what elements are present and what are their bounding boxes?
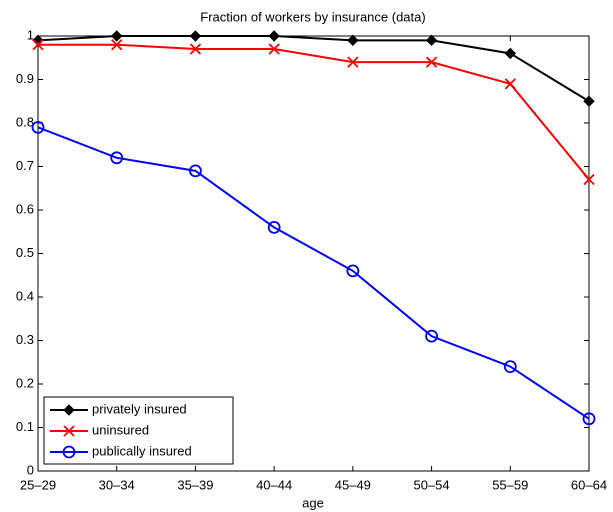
data-point: [32, 39, 44, 51]
legend-marker: [63, 425, 75, 437]
series-line: [37, 35, 590, 103]
legend-label: uninsured: [92, 422, 149, 437]
y-tick-label: 0.8: [16, 114, 34, 129]
y-tick-label: 0.5: [16, 245, 34, 260]
data-point: [425, 56, 438, 68]
data-point: [189, 43, 202, 55]
data-point: [189, 164, 202, 178]
x-tick-label: 45–49: [335, 477, 371, 492]
series-line: [38, 43, 590, 181]
x-axis-label: age: [302, 495, 324, 510]
data-point: [503, 360, 517, 374]
x-tick-label: 50–54: [413, 477, 449, 492]
y-tick-label: 0.6: [16, 201, 34, 216]
y-tick-label: 0: [27, 462, 34, 477]
data-point: [346, 264, 360, 278]
y-tick-label: 0.9: [16, 71, 34, 86]
data-point: [582, 412, 596, 426]
data-point: [583, 173, 595, 186]
y-tick-label: 0.2: [16, 375, 34, 390]
x-tick-label: 40–44: [256, 477, 292, 492]
chart-title: Fraction of workers by insurance (data): [200, 9, 425, 24]
y-tick-label: 0.1: [16, 419, 34, 434]
data-point: [267, 220, 281, 234]
data-point: [268, 43, 280, 55]
data-point: [425, 329, 438, 343]
data-point: [31, 120, 45, 134]
legend-marker: [62, 445, 76, 459]
y-tick-label: 0.4: [16, 288, 34, 303]
data-point: [504, 78, 516, 90]
legend-label: privately insured: [92, 401, 187, 416]
data-point: [583, 95, 595, 107]
y-tick-label: 1: [27, 27, 34, 42]
y-tick-label: 0.3: [16, 332, 34, 347]
x-tick-label: 25–29: [20, 477, 56, 492]
data-point: [111, 30, 123, 42]
data-point: [425, 34, 438, 47]
legend-marker: [63, 404, 75, 416]
data-point: [189, 30, 202, 42]
data-point: [268, 30, 280, 42]
x-tick-label: 30–34: [99, 477, 135, 492]
data-point: [110, 151, 124, 165]
data-point: [347, 34, 359, 47]
data-point: [111, 39, 123, 51]
x-tick-label: 55–59: [492, 477, 528, 492]
legend-label: publically insured: [92, 443, 192, 458]
y-tick-label: 0.7: [16, 158, 34, 173]
legend: privately insured uninsured publically ins…: [43, 396, 234, 465]
series-line: [37, 126, 590, 420]
x-tick-label: 60–64: [571, 477, 607, 492]
x-tick-label: 35–39: [177, 477, 213, 492]
data-point: [504, 47, 516, 60]
data-point: [347, 56, 359, 68]
